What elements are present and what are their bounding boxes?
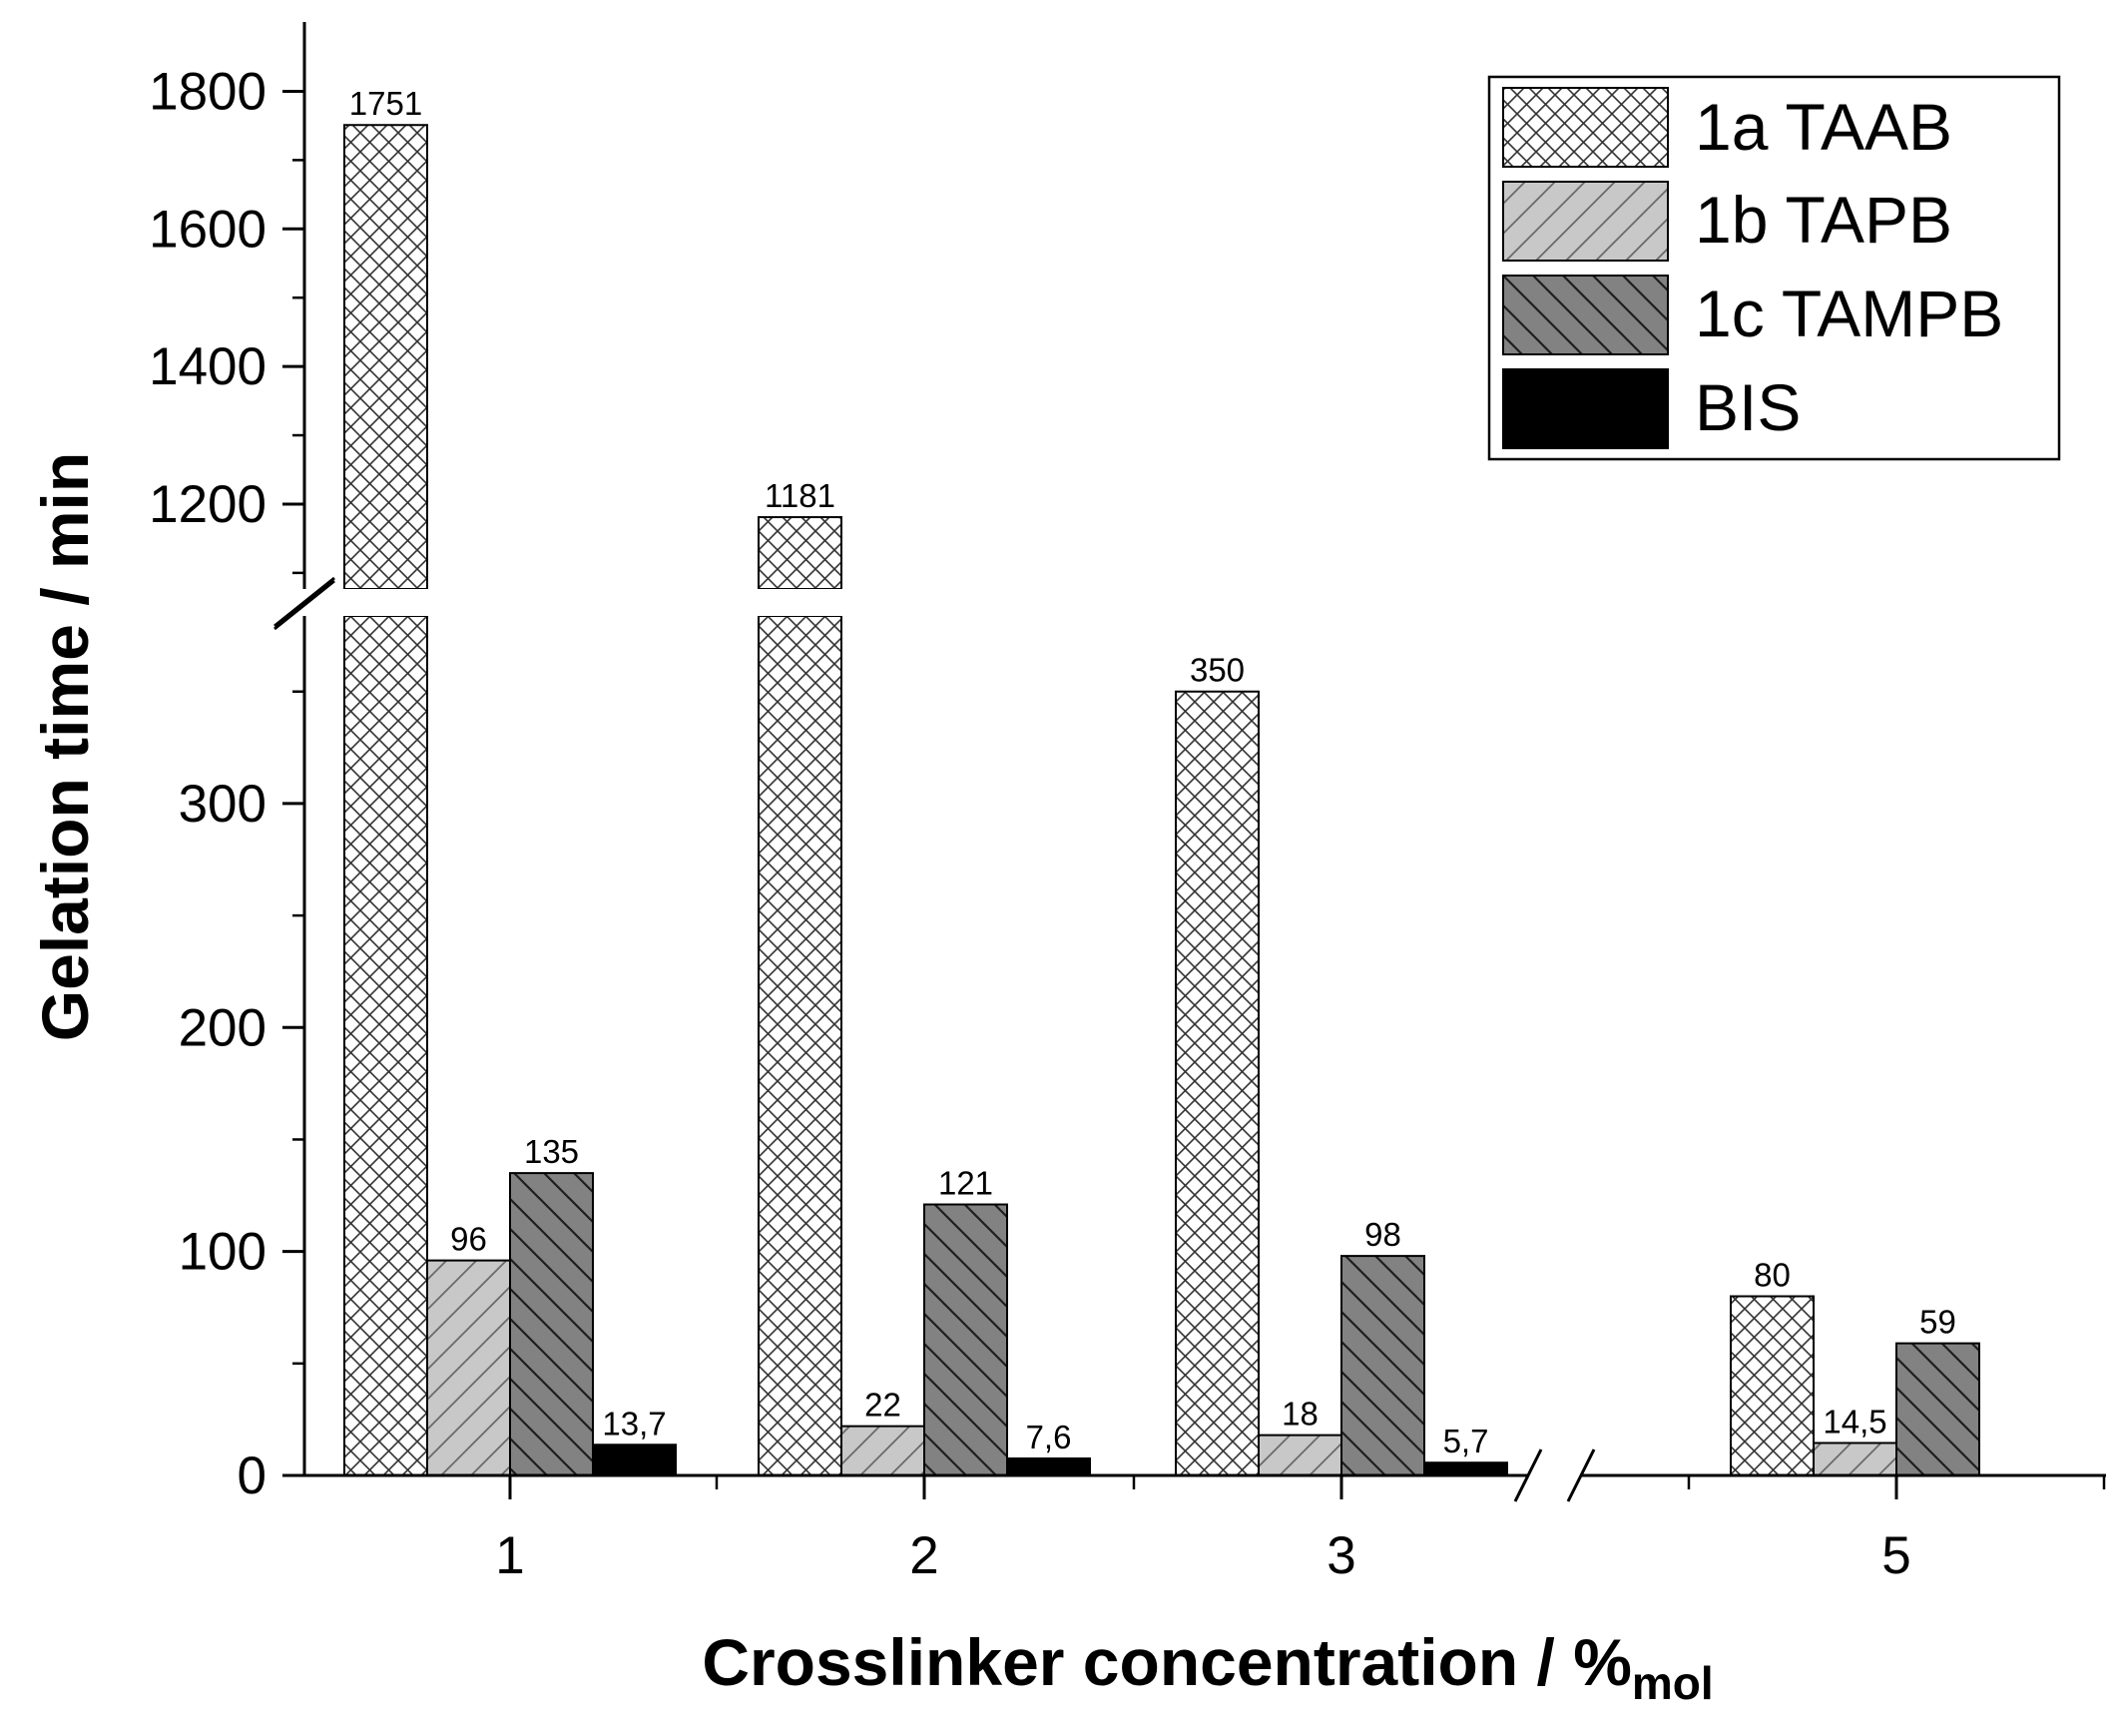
y-axis-break-mark xyxy=(273,576,335,628)
data-label-taab: 1181 xyxy=(765,477,835,514)
y-axis-title: Gelation time / min xyxy=(28,452,102,1041)
y-tick-label: 200 xyxy=(179,998,266,1057)
x-tick-label: 5 xyxy=(1881,1526,1910,1585)
bar-tampb xyxy=(509,1172,594,1476)
data-label-taab: 350 xyxy=(1190,652,1245,689)
data-label-taab: 80 xyxy=(1754,1257,1791,1294)
data-label-bis: 5,7 xyxy=(1443,1423,1489,1459)
bar-taab-upper xyxy=(758,516,842,590)
bar-taab xyxy=(1730,1295,1815,1476)
data-label-tampb: 98 xyxy=(1364,1216,1401,1253)
x-axis-break-mark xyxy=(1566,1448,1596,1502)
legend-label-bis: BIS xyxy=(1695,370,1801,444)
y-tick-label: 1600 xyxy=(149,200,266,259)
bar-tapb xyxy=(840,1425,925,1476)
legend-swatch-tampb xyxy=(1502,275,1669,355)
data-label-tapb: 18 xyxy=(1282,1396,1319,1433)
y-tick-label: 1200 xyxy=(149,475,266,534)
labels-layer: 1751 96 135 13,7 1181 22 121 7,6 350 18 98 5,7 80 14,… xyxy=(349,85,1956,1459)
legend-label-taab: 1a TAAB xyxy=(1695,90,1952,164)
y-axis-break-mark xyxy=(273,579,335,631)
bar-break-gap xyxy=(342,589,429,616)
legend-label-tapb: 1b TAPB xyxy=(1695,183,1952,257)
x-tick-label: 1 xyxy=(495,1526,524,1585)
bar-bis xyxy=(1006,1456,1091,1477)
bar-tapb xyxy=(426,1259,511,1476)
data-label-tapb: 22 xyxy=(864,1387,901,1424)
x-axis-title: Crosslinker concentration / %mol xyxy=(702,1625,1713,1709)
bar-break-gap xyxy=(757,589,843,616)
data-label-tampb: 59 xyxy=(1919,1304,1956,1341)
y-tick-label: 100 xyxy=(179,1223,266,1282)
y-tick-label: 300 xyxy=(179,775,266,834)
y-tick-label: 1800 xyxy=(149,62,266,121)
bar-taab xyxy=(1175,690,1260,1476)
x-tick-label: 2 xyxy=(909,1526,938,1585)
x-axis-break-mark xyxy=(1513,1448,1543,1502)
bar-tampb xyxy=(1340,1255,1425,1476)
bars-layer xyxy=(342,124,1980,1477)
bar-tampb xyxy=(923,1203,1008,1476)
legend: 1a TAAB 1b TAPB 1c TAMPB BIS xyxy=(1487,75,2061,461)
bar-tampb xyxy=(1895,1342,1980,1476)
bar-bis xyxy=(592,1444,677,1476)
data-label-tapb: 96 xyxy=(450,1221,487,1258)
legend-swatch-bis xyxy=(1502,368,1669,449)
x-tick-label: 3 xyxy=(1326,1526,1355,1585)
axes-layer: 0 100 200 300 1200 1400 1600 1800 1 2 3 5 xyxy=(149,22,2106,1585)
data-label-taab: 1751 xyxy=(349,85,422,122)
data-label-bis: 7,6 xyxy=(1026,1419,1072,1455)
bar-tapb xyxy=(1258,1434,1342,1476)
data-label-bis: 13,7 xyxy=(602,1405,666,1442)
legend-label-tampb: 1c TAMPB xyxy=(1695,277,2003,350)
data-label-tapb: 14,5 xyxy=(1823,1403,1886,1440)
y-tick-label: 1400 xyxy=(149,337,266,396)
bar-bis xyxy=(1423,1461,1508,1477)
data-label-tampb: 135 xyxy=(524,1133,579,1170)
legend-swatch-tapb xyxy=(1502,181,1669,262)
legend-swatch-taab xyxy=(1502,87,1669,168)
bar-taab-lower xyxy=(343,615,428,1476)
bar-taab-lower xyxy=(758,615,842,1476)
y-tick-label: 0 xyxy=(238,1447,266,1505)
bar-taab-upper xyxy=(343,124,428,590)
bar-tapb xyxy=(1813,1442,1897,1476)
data-label-tampb: 121 xyxy=(938,1165,993,1202)
